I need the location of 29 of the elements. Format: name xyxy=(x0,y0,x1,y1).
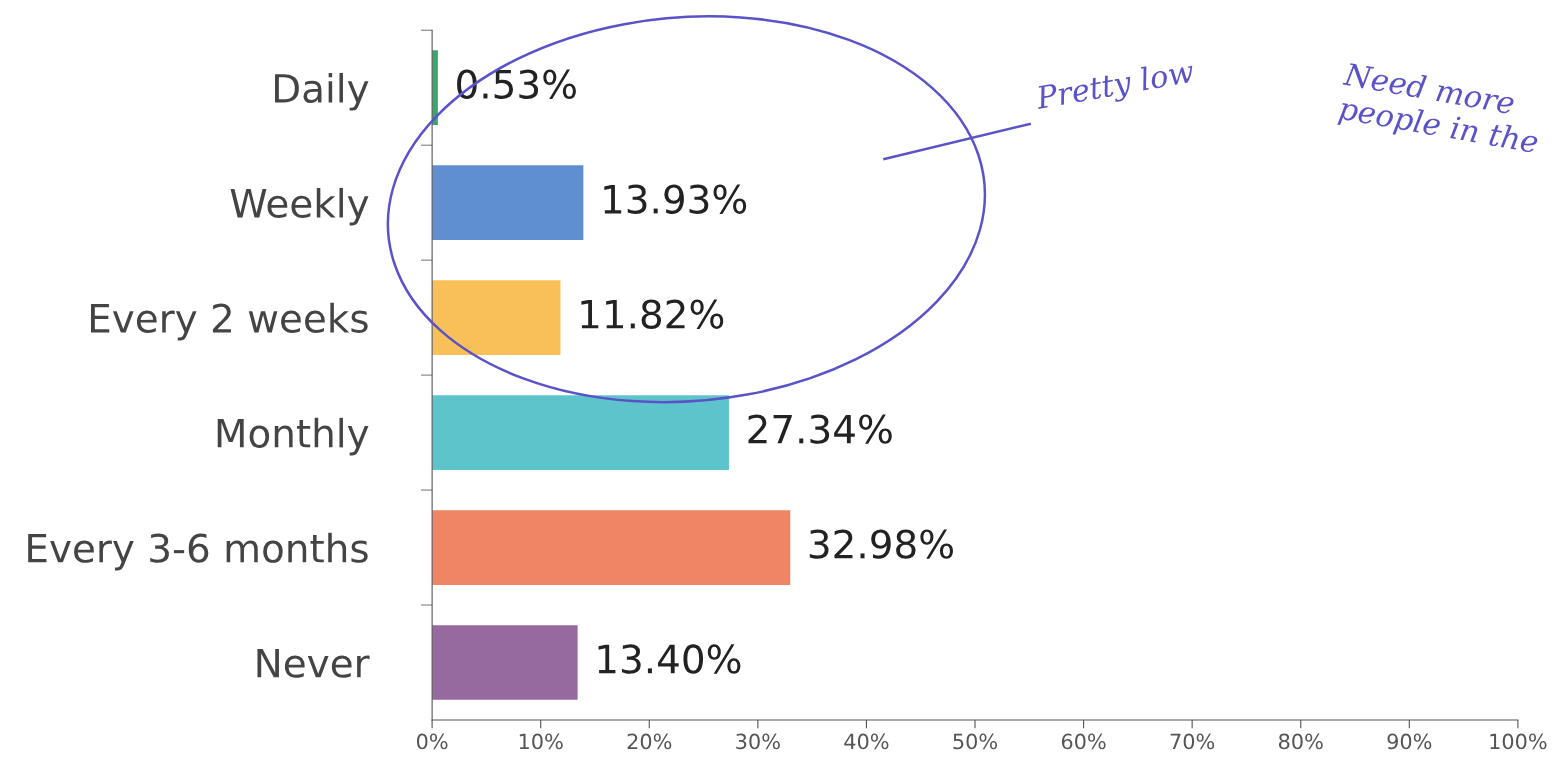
x-tick-label: 50% xyxy=(953,733,997,750)
bar xyxy=(432,165,584,241)
annotation: Need more people in the xyxy=(1337,61,1540,160)
x-tick-label: 90% xyxy=(1387,733,1432,750)
bar xyxy=(432,625,578,700)
data-label: 13.93% xyxy=(604,184,747,214)
x-tick-label: 80% xyxy=(1278,733,1323,750)
x-tick-label: 20% xyxy=(627,733,672,750)
x-tick-label: 10% xyxy=(519,733,563,750)
x-tick-label: 60% xyxy=(1061,733,1106,750)
data-label: 13.40% xyxy=(598,644,741,674)
y-tick-label: Daily xyxy=(275,72,369,111)
x-tick-label: 70% xyxy=(1170,733,1215,750)
y-tick-label: Never xyxy=(257,648,370,678)
x-tick-label: 0% xyxy=(416,733,448,750)
bar xyxy=(432,280,561,355)
data-label: 11.82% xyxy=(581,299,724,329)
y-tick-label: Weekly xyxy=(230,187,369,226)
bar xyxy=(432,395,729,470)
bar xyxy=(432,510,791,585)
x-tick-label: 100% xyxy=(1490,733,1547,750)
data-label: 32.98% xyxy=(809,529,954,559)
y-tick-label: Every 2 weeks xyxy=(91,302,368,341)
x-tick-label: 30% xyxy=(736,733,780,750)
annotation: Pretty low xyxy=(1034,58,1197,116)
y-tick-label: Monthly xyxy=(217,417,369,456)
y-tick-label: Every 3-6 months xyxy=(28,532,368,571)
data-label: 27.34% xyxy=(748,414,892,444)
x-tick-label: 40% xyxy=(844,733,889,750)
